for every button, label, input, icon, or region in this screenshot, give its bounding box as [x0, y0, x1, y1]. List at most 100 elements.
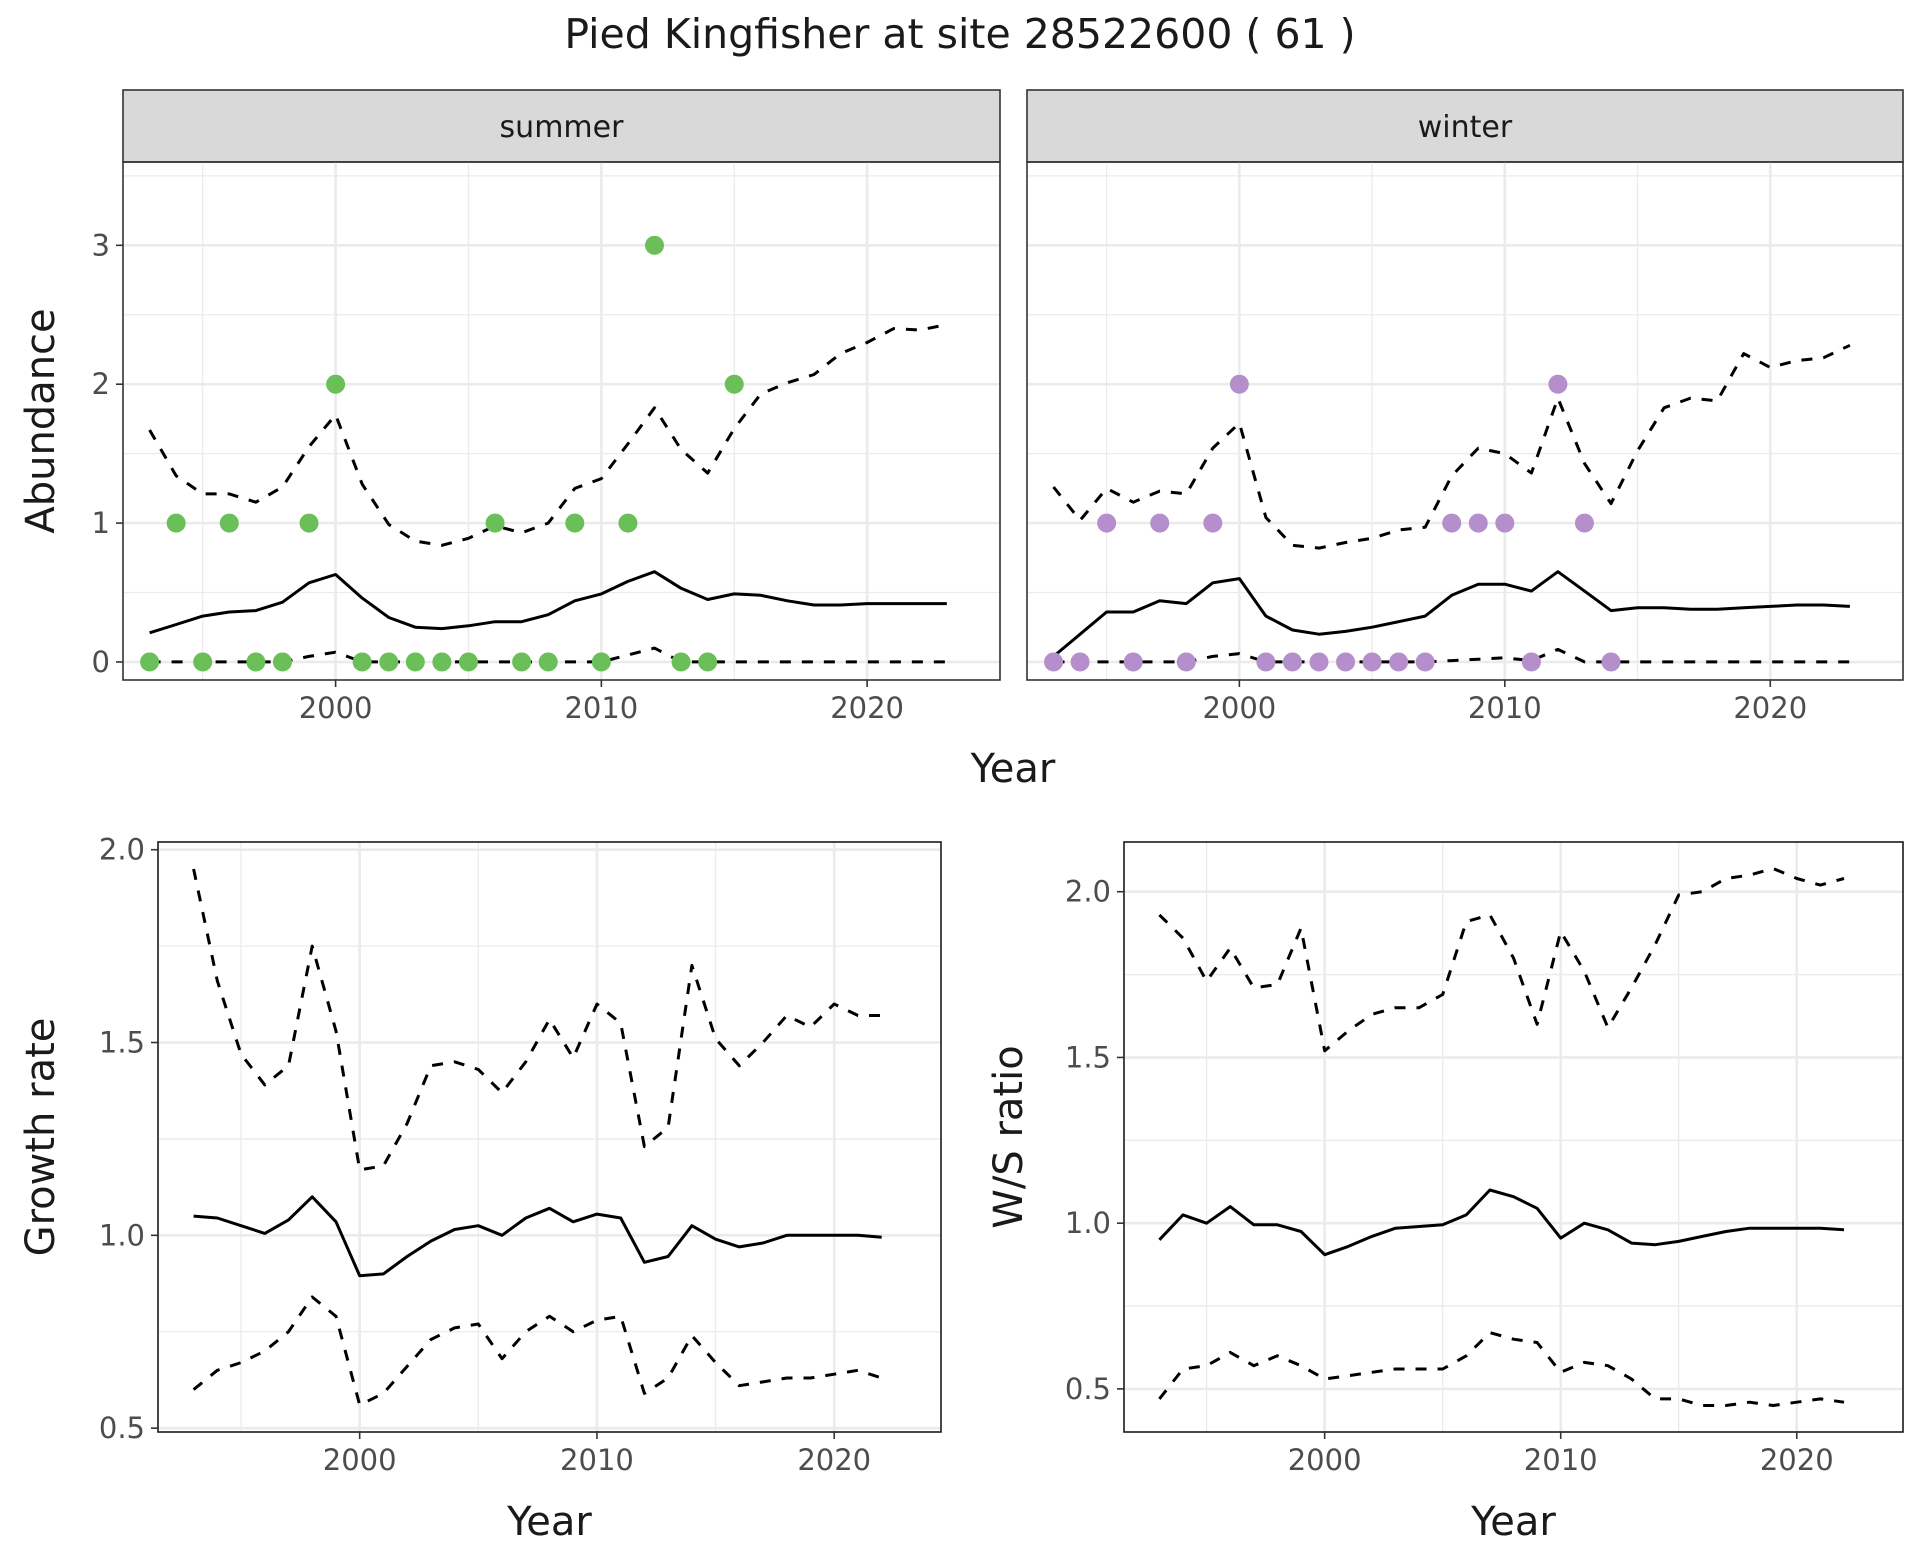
abundance-winter-x-tick-label: 2010: [1468, 691, 1542, 725]
abundance-summer-observed-point: [565, 513, 585, 533]
abundance-summer-observed-point: [618, 513, 638, 533]
abundance-winter-panel: [1026, 161, 1904, 687]
abundance-winter-observed-point: [1442, 513, 1462, 533]
abundance-winter-observed-point: [1123, 652, 1143, 672]
abundance-x-axis-title: Year: [970, 746, 1056, 792]
ws-ratio-x-tick-label: 2000: [1288, 1443, 1362, 1477]
abundance-winter-observed-point: [1097, 513, 1117, 533]
ws-ratio-lower-ci-line: [1158, 1331, 1845, 1407]
abundance-winter-observed-point: [1229, 374, 1249, 394]
ws-ratio-frame: [1123, 841, 1904, 1433]
abundance-winter-observed-point: [1415, 652, 1435, 672]
abundance-summer-y-tick-label: 3: [92, 228, 110, 262]
abundance-summer-observed-point: [166, 513, 186, 533]
abundance-summer-observed-point: [671, 652, 691, 672]
growth-rate-lower-ci-line: [192, 1295, 883, 1407]
abundance-winter-observed-point: [1309, 652, 1329, 672]
abundance-winter-observed-point: [1176, 652, 1196, 672]
abundance-summer-observed-point: [591, 652, 611, 672]
abundance-winter-observed-point: [1495, 513, 1515, 533]
ws-ratio-x-tick-label: 2010: [1524, 1443, 1598, 1477]
growth-rate-upper-ci-line: [192, 868, 882, 1172]
abundance-summer-panel: [116, 161, 1001, 687]
abundance-summer-observed-point: [485, 513, 505, 533]
abundance-winter-observed-point: [1256, 652, 1276, 672]
abundance-summer-observed-point: [272, 652, 292, 672]
growth-rate-y-tick-label: 1.5: [99, 1026, 145, 1060]
ws-ratio-y-axis-title: W/S ratio: [986, 1045, 1032, 1228]
abundance-winter-fitted-line: [1052, 570, 1850, 658]
growth-rate-x-tick-label: 2000: [323, 1443, 397, 1477]
abundance-y-axis-title: Abundance: [18, 308, 64, 533]
abundance-winter-observed-point: [1548, 374, 1568, 394]
growth-rate-x-tick-label: 2020: [797, 1443, 871, 1477]
abundance-summer-observed-point: [724, 374, 744, 394]
abundance-summer-observed-point: [458, 652, 478, 672]
ws-ratio-y-tick-label: 0.5: [1065, 1372, 1111, 1406]
abundance-summer-fitted-line: [149, 570, 947, 635]
growth-rate-y-tick-label: 2.0: [99, 833, 145, 867]
abundance-winter-x-tick-label: 2000: [1202, 691, 1276, 725]
abundance-summer-y-tick-label: 1: [92, 506, 110, 540]
abundance-winter-x-tick-label: 2020: [1733, 691, 1807, 725]
abundance-summer-observed-point: [698, 652, 718, 672]
facet-strip-label-winter: winter: [1418, 110, 1513, 145]
abundance-summer-observed-point: [512, 652, 532, 672]
facet-strip-winter: [1026, 89, 1904, 163]
abundance-summer-observed-point: [246, 652, 266, 672]
abundance-summer-x-tick-label: 2010: [564, 691, 638, 725]
abundance-summer-observed-point: [645, 235, 665, 255]
abundance-summer-observed-point: [405, 652, 425, 672]
growth-rate-y-axis-title: Growth rate: [18, 1018, 64, 1257]
abundance-summer-upper-ci-line: [148, 323, 948, 547]
abundance-winter-observed-point: [1203, 513, 1223, 533]
growth-rate-x-tick-label: 2010: [560, 1443, 634, 1477]
abundance-winter-observed-point: [1362, 652, 1382, 672]
abundance-summer-y-tick-label: 0: [92, 645, 110, 679]
abundance-winter-lower-ci-line: [1053, 647, 1850, 664]
ws-ratio-y-tick-label: 1.0: [1065, 1206, 1111, 1240]
growth-rate-frame: [157, 841, 942, 1433]
growth-rate-y-tick-label: 1.0: [99, 1218, 145, 1252]
growth-rate-panel: [151, 841, 942, 1439]
abundance-winter-observed-point: [1389, 652, 1409, 672]
abundance-summer-observed-point: [379, 652, 399, 672]
abundance-summer-observed-point: [538, 652, 558, 672]
abundance-summer-observed-point: [352, 652, 372, 672]
abundance-summer-observed-point: [140, 652, 160, 672]
abundance-winter-observed-point: [1282, 652, 1302, 672]
abundance-summer-observed-point: [219, 513, 239, 533]
chart-title: Pied Kingfisher at site 28522600 ( 61 ): [564, 10, 1355, 58]
facet-strip-summer: [122, 89, 1001, 163]
abundance-winter-observed-point: [1336, 652, 1356, 672]
growth-rate-x-axis-title: Year: [506, 1499, 592, 1545]
abundance-winter-observed-point: [1601, 652, 1621, 672]
abundance-summer-observed-point: [326, 374, 346, 394]
abundance-summer-frame: [122, 161, 1001, 681]
abundance-summer-x-tick-label: 2000: [299, 691, 373, 725]
abundance-summer-x-tick-label: 2020: [830, 691, 904, 725]
abundance-summer-y-tick-label: 2: [92, 367, 110, 401]
abundance-winter-observed-point: [1468, 513, 1488, 533]
abundance-winter-observed-point: [1521, 652, 1541, 672]
facet-strip-label-summer: summer: [500, 110, 625, 145]
ws-ratio-x-tick-label: 2020: [1760, 1443, 1834, 1477]
ws-ratio-y-tick-label: 2.0: [1065, 875, 1111, 909]
growth-rate-y-tick-label: 0.5: [99, 1411, 145, 1445]
abundance-summer-observed-point: [193, 652, 213, 672]
ws-ratio-panel: [1117, 841, 1904, 1439]
ws-ratio-x-axis-title: Year: [1470, 1499, 1556, 1545]
abundance-winter-observed-point: [1150, 513, 1170, 533]
abundance-winter-observed-point: [1044, 652, 1064, 672]
abundance-summer-observed-point: [432, 652, 452, 672]
growth-rate-fitted-line: [193, 1195, 882, 1278]
abundance-winter-observed-point: [1070, 652, 1090, 672]
abundance-winter-frame: [1026, 161, 1904, 681]
ws-ratio-fitted-line: [1158, 1188, 1845, 1257]
abundance-summer-observed-point: [299, 513, 319, 533]
abundance-winter-observed-point: [1574, 513, 1594, 533]
ws-ratio-y-tick-label: 1.5: [1065, 1040, 1111, 1074]
ws-ratio-upper-ci-line: [1158, 867, 1845, 1053]
